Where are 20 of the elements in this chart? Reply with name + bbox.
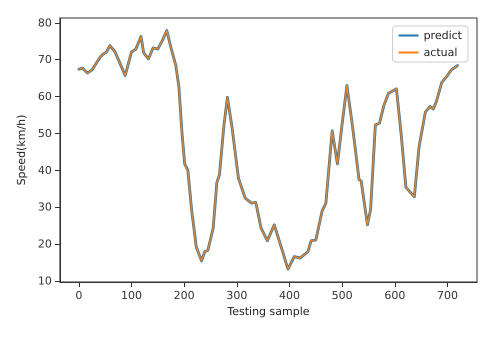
y-tick-label: 50 <box>38 126 52 140</box>
y-tick-label: 40 <box>38 164 52 177</box>
x-tick-label: 500 <box>332 289 353 302</box>
x-tick-label: 700 <box>437 289 458 302</box>
y-tick-label: 80 <box>38 16 52 30</box>
y-tick-label: 60 <box>38 90 52 104</box>
legend-label: predict <box>424 29 463 42</box>
x-tick-label: 200 <box>174 289 195 302</box>
x-tick-label: 0 <box>75 289 82 302</box>
y-tick-label: 70 <box>38 53 52 66</box>
x-tick-label: 600 <box>384 289 406 302</box>
y-tick-label: 10 <box>38 274 52 288</box>
x-tick-label: 100 <box>121 289 142 302</box>
y-axis-title: Speed(km/h) <box>15 114 28 186</box>
legend-label: actual <box>424 46 458 59</box>
y-tick-label: 30 <box>38 200 52 214</box>
x-tick-label: 400 <box>279 289 300 302</box>
x-tick-label: 300 <box>226 289 248 302</box>
x-axis-title: Testing sample <box>226 305 310 318</box>
y-tick-label: 20 <box>38 238 52 251</box>
